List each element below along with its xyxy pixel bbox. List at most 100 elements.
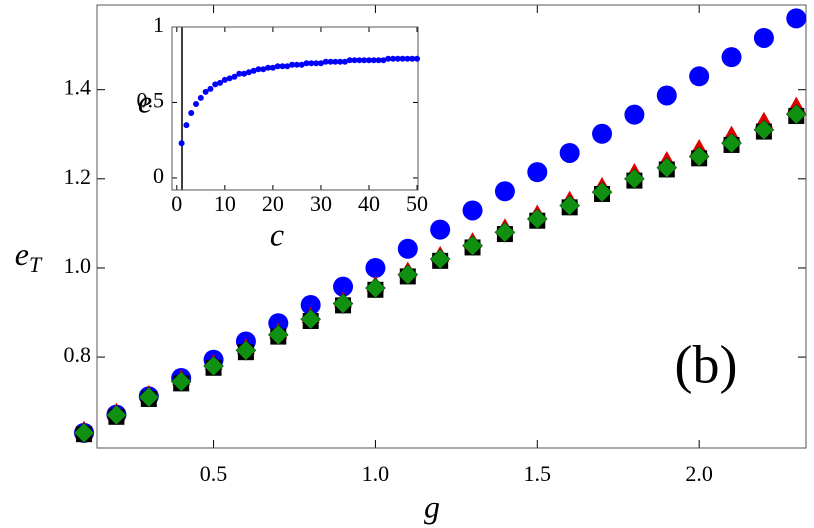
y-tick-label: 0.8 <box>64 342 92 367</box>
point <box>375 57 382 64</box>
point <box>308 60 315 67</box>
point <box>414 55 421 62</box>
point <box>429 248 451 270</box>
point <box>332 293 354 314</box>
point <box>656 85 677 106</box>
point <box>351 57 358 64</box>
point <box>212 81 219 88</box>
point <box>235 340 257 361</box>
point <box>341 58 348 65</box>
y-tick-label: 1.4 <box>64 75 92 100</box>
point <box>527 162 548 183</box>
point <box>250 67 257 74</box>
point <box>226 75 233 82</box>
point <box>721 132 742 154</box>
point <box>303 60 310 67</box>
point <box>786 8 807 29</box>
point <box>269 64 276 71</box>
y-tick-label: 0.5 <box>137 88 165 113</box>
point <box>346 57 353 64</box>
point <box>202 88 209 95</box>
x-tick-label: 10 <box>214 191 236 216</box>
point <box>753 27 774 48</box>
point <box>397 238 418 259</box>
point <box>494 181 515 202</box>
point <box>721 47 742 68</box>
y-axis-label: eT <box>15 236 43 277</box>
inset-y-axis-label: e <box>138 83 152 119</box>
point <box>591 181 613 203</box>
point <box>356 57 363 64</box>
point <box>526 208 548 230</box>
point <box>332 58 339 65</box>
point <box>298 61 305 68</box>
x-tick-label: 1.0 <box>362 461 390 486</box>
point <box>559 142 580 163</box>
point <box>265 64 272 71</box>
inset-x-axis-label: c <box>270 216 284 252</box>
y-tick-label: 1.0 <box>64 253 92 278</box>
point <box>624 104 645 125</box>
point <box>317 60 324 67</box>
frame <box>171 26 419 191</box>
y-axis-label-main: e <box>15 236 29 272</box>
point <box>274 63 281 70</box>
point <box>221 76 228 83</box>
point <box>300 294 321 315</box>
point <box>385 55 392 62</box>
x-axis-label: g <box>424 488 440 524</box>
inset: 0 10 20 30 40 50 0 0.5 1 <box>137 12 429 216</box>
point <box>73 422 95 444</box>
point <box>559 195 581 216</box>
point <box>365 57 372 64</box>
point <box>197 94 204 101</box>
x-tick-label: 0 <box>171 191 182 216</box>
point <box>106 404 127 426</box>
point <box>380 57 387 64</box>
point <box>365 257 386 278</box>
y-tick-label: 0 <box>153 163 164 188</box>
point <box>207 85 214 92</box>
point <box>462 200 483 221</box>
point <box>267 324 289 346</box>
x-tick-label: 30 <box>310 191 332 216</box>
x-tick-label: 0.5 <box>200 461 228 486</box>
point <box>327 58 334 65</box>
point <box>322 58 329 65</box>
x-tick-label: 40 <box>358 191 380 216</box>
frame <box>96 4 807 449</box>
point <box>245 69 252 76</box>
point <box>203 355 224 377</box>
point <box>689 66 710 87</box>
point <box>494 221 516 243</box>
y-tick-label: 1 <box>153 12 164 37</box>
point <box>337 58 344 65</box>
point <box>289 61 296 68</box>
point <box>293 61 300 68</box>
y-tick-label: 1.2 <box>64 164 92 189</box>
point <box>462 235 483 257</box>
point <box>624 168 645 190</box>
point <box>430 219 451 240</box>
main-plot: 0.5 1.0 1.5 2.0 0.8 1.0 1.2 1.4 <box>64 4 807 486</box>
point <box>236 70 243 77</box>
point <box>183 122 190 129</box>
point <box>178 140 185 147</box>
point <box>313 60 320 67</box>
point <box>217 79 224 86</box>
inset-background <box>172 27 418 190</box>
x-tick-label: 50 <box>406 191 428 216</box>
point <box>370 57 377 64</box>
point <box>300 308 322 330</box>
y-axis-label-subscript: T <box>29 252 43 277</box>
x-tick-label: 20 <box>262 191 284 216</box>
point <box>404 55 411 62</box>
point <box>409 55 416 62</box>
point <box>138 386 160 408</box>
point <box>231 73 238 80</box>
point <box>688 146 710 167</box>
point <box>785 103 807 125</box>
point <box>394 55 401 62</box>
panel-label: (b) <box>675 334 738 394</box>
